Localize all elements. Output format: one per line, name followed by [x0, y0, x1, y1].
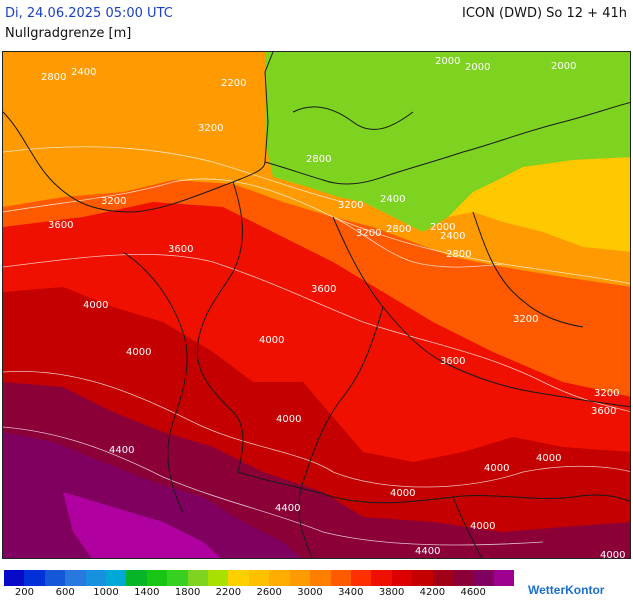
contour-label: 3600: [440, 356, 465, 367]
contour-label: 3600: [48, 220, 73, 231]
contour-label: 3600: [591, 406, 616, 417]
contour-label: 2800: [306, 154, 331, 165]
legend-tick-label: 3800: [378, 587, 405, 598]
legend-swatch: [391, 570, 413, 586]
legend-swatch: [289, 570, 311, 586]
wetterkontor-logo: WetterKontor: [528, 583, 605, 597]
legend-tick-label: 1000: [93, 587, 119, 598]
legend-tick-label: 200: [14, 587, 34, 598]
color-scale-ticks: 200 600 1000 1400 1800 2200 2600 3000 3400 3800 42…: [4, 587, 514, 600]
contour-label: 4000: [470, 521, 495, 532]
contour-label: 2200: [221, 78, 246, 89]
legend-swatch: [473, 570, 494, 586]
contour-label: 3200: [338, 200, 363, 211]
map-canvas: 2800 2400 2000 2000 2000 2200 3200 2800 …: [3, 52, 630, 559]
legend-tick-label: 3400: [338, 587, 364, 598]
legend-swatch: [452, 570, 474, 586]
contour-label: 2400: [71, 67, 96, 78]
contour-label: 4000: [126, 347, 151, 358]
legend-swatch: [371, 570, 392, 586]
contour-labels: 2800 2400 2000 2000 2000 2200 3200 2800 …: [41, 56, 625, 559]
borders: [3, 52, 630, 558]
header-model-run: ICON (DWD) So 12 + 41h: [462, 6, 627, 21]
legend-swatch: [208, 570, 229, 586]
contour-label: 4400: [109, 445, 134, 456]
contour-label: 4000: [83, 300, 108, 311]
legend-tick-label: 4600: [460, 587, 486, 598]
legend-swatch: [228, 570, 249, 586]
contour-label: 4000: [536, 453, 561, 464]
contour-label: 2000: [465, 62, 490, 73]
color-scale-legend: [4, 570, 515, 586]
contour-label: 2000: [430, 222, 455, 233]
header-parameter: Nullgradgrenze [m]: [5, 26, 132, 41]
contour-label: 3200: [513, 314, 538, 325]
legend-tick-label: 1800: [174, 587, 201, 598]
contour-label: 2800: [386, 224, 411, 235]
legend-tick-label: 2600: [256, 587, 282, 598]
legend-swatch: [4, 570, 25, 586]
legend-swatch: [65, 570, 86, 586]
legend-swatch: [330, 570, 351, 586]
contour-label: 2000: [435, 56, 460, 67]
legend-swatch: [126, 570, 147, 586]
contour-label: 4000: [390, 488, 415, 499]
legend-swatch: [432, 570, 453, 586]
legend-swatch: [412, 570, 433, 586]
legend-swatch: [146, 570, 168, 586]
legend-swatch: [85, 570, 107, 586]
contour-label: 3600: [168, 244, 193, 255]
contour-label: 3600: [311, 284, 336, 295]
legend-swatch: [106, 570, 127, 586]
legend-swatch: [269, 570, 290, 586]
contour-label: 3200: [594, 388, 619, 399]
contour-label: 3200: [356, 228, 381, 239]
legend-swatch: [44, 570, 66, 586]
legend-swatch: [248, 570, 270, 586]
legend-tick-label: 4200: [419, 587, 446, 598]
legend-swatch: [187, 570, 209, 586]
contour-label: 4000: [259, 335, 284, 346]
legend-tick-label: 3000: [297, 587, 323, 598]
band-magenta: [63, 492, 221, 558]
contour-label: 4000: [600, 550, 625, 559]
legend-tick-label: 2200: [215, 587, 242, 598]
contour-label: 4000: [276, 414, 301, 425]
contour-label: 2000: [551, 61, 576, 72]
header-datetime: Di, 24.06.2025 05:00 UTC: [5, 6, 173, 21]
legend-swatch: [24, 570, 45, 586]
legend-swatch: [167, 570, 188, 586]
legend-tick-label: 1400: [134, 587, 160, 598]
legend-swatch: [310, 570, 331, 586]
legend-swatch: [493, 570, 515, 586]
band-green: [265, 52, 630, 232]
contour-label: 4400: [415, 546, 440, 557]
contour-label: 2400: [440, 231, 465, 242]
contour-label: 4400: [275, 503, 300, 514]
legend-swatch: [350, 570, 372, 586]
contour-label: 4000: [484, 463, 509, 474]
contour-label: 2400: [380, 194, 405, 205]
band-yellow: [448, 157, 630, 252]
contour-label: 2800: [446, 249, 471, 260]
freezing-level-map: 2800 2400 2000 2000 2000 2200 3200 2800 …: [2, 51, 631, 559]
contour-label: 2800: [41, 72, 66, 83]
contour-label: 3200: [198, 123, 223, 134]
contour-lines: [3, 146, 630, 546]
contour-label: 3200: [101, 196, 126, 207]
legend-tick-label: 600: [55, 587, 75, 598]
